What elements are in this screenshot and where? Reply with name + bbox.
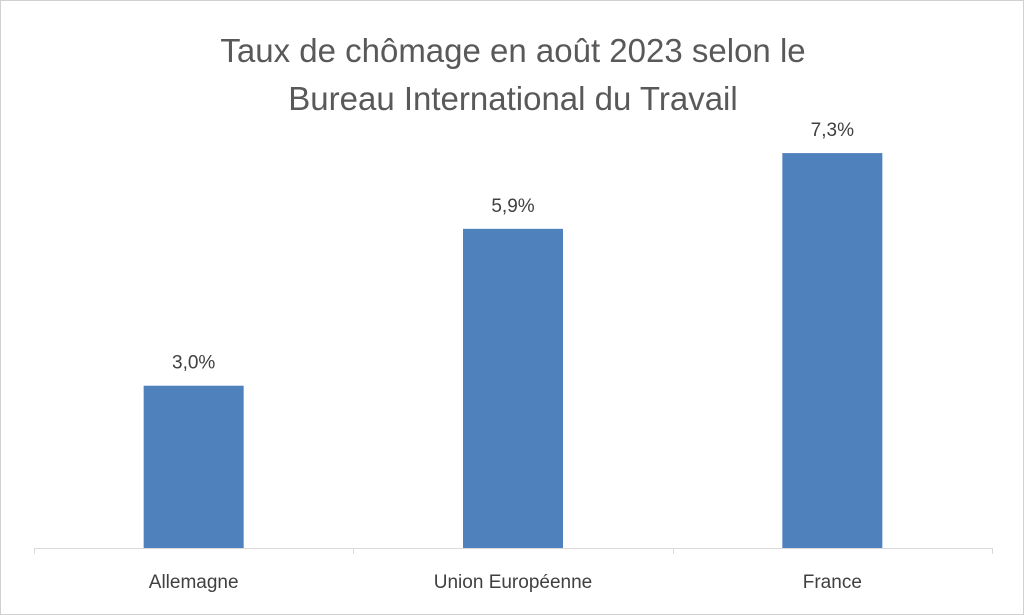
data-label-union-europeenne: 5,9% [491, 196, 534, 217]
x-tick-label-allemagne: Allemagne [149, 572, 239, 593]
data-label-allemagne: 3,0% [172, 353, 215, 374]
bar-france [782, 153, 883, 549]
x-tick-label-france: France [803, 572, 862, 593]
bars-group [143, 153, 883, 549]
data-label-france: 7,3% [811, 120, 854, 141]
bar-union-europeenne [463, 228, 563, 548]
chart-title: Taux de chômage en août 2023 selon le Bu… [113, 27, 913, 123]
x-axis: Allemagne Union Européenne France [34, 548, 993, 593]
x-tick-label-union-europeenne: Union Européenne [434, 572, 592, 593]
bar-allemagne [143, 385, 244, 548]
chart-title-line-2: Bureau International du Travail [288, 80, 738, 117]
data-labels-group: 3,0% 5,9% 7,3% [172, 120, 854, 374]
chart-title-line-1: Taux de chômage en août 2023 selon le [220, 32, 806, 69]
